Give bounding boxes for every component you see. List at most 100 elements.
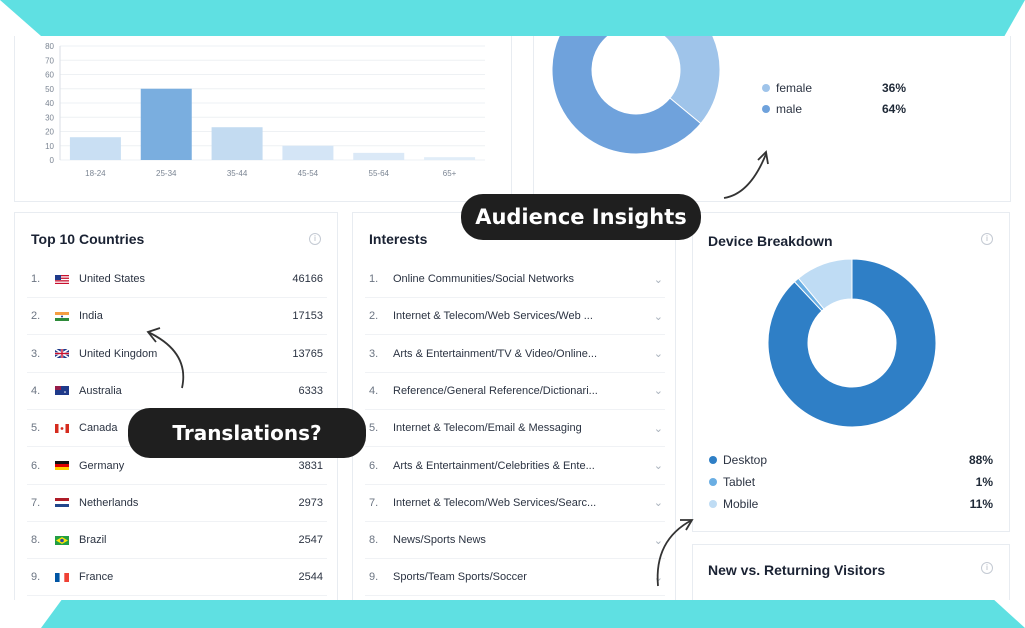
country-name: India <box>79 310 103 323</box>
bar-55-64[interactable] <box>353 152 405 160</box>
bar-35-44[interactable] <box>211 127 263 160</box>
chevron-down-icon[interactable]: ⌄ <box>653 422 663 435</box>
interest-rank: 8. <box>369 534 379 547</box>
info-icon[interactable]: i <box>981 562 993 574</box>
country-row[interactable]: 7. Netherlands 2973 <box>31 485 323 521</box>
mobile-label: Mobile <box>723 497 759 511</box>
y-tick-label: 30 <box>45 113 54 122</box>
chevron-down-icon[interactable]: ⌄ <box>653 310 663 323</box>
country-value: 46166 <box>292 273 323 285</box>
country-row[interactable]: 9. France 2544 <box>31 559 323 595</box>
bar-18-24[interactable] <box>69 137 121 160</box>
chevron-down-icon[interactable]: ⌄ <box>653 273 663 286</box>
audience-insights-callout: Audience Insights <box>461 194 701 240</box>
bottom-banner <box>41 600 1025 628</box>
bar-65+[interactable] <box>424 157 476 160</box>
chevron-down-icon[interactable]: ⌄ <box>653 460 663 472</box>
interest-name: Reference/General Reference/Dictionari..… <box>393 384 598 397</box>
tablet-value: 1% <box>975 475 993 489</box>
device-title: Device Breakdown <box>708 233 833 249</box>
translations-callout: Translations? <box>128 408 366 458</box>
row-divider <box>365 595 665 597</box>
mobile-value: 11% <box>969 497 993 511</box>
interest-name: Arts & Entertainment/Celebrities & Ente.… <box>393 459 595 472</box>
y-tick-label: 10 <box>45 142 54 151</box>
interest-row[interactable]: 5. Internet & Telecom/Email & Messaging ⌄ <box>369 410 663 446</box>
germany-flag-icon <box>55 461 69 470</box>
interest-rank: 4. <box>369 384 379 397</box>
bar-45-54[interactable] <box>282 145 334 160</box>
country-name: Germany <box>79 459 125 472</box>
info-icon[interactable]: i <box>981 233 993 245</box>
row-divider <box>27 520 327 522</box>
age-chart-card: 80 70 60 50 40 30 20 10 0 18-24 25-34 35-44 45-54 55-… <box>14 36 512 202</box>
mobile-dot <box>709 500 717 508</box>
x-tick-label: 45-54 <box>298 169 319 178</box>
tablet-dot <box>709 478 717 486</box>
interest-rank: 9. <box>369 571 379 584</box>
info-icon[interactable]: i <box>309 233 321 245</box>
bar-25-34[interactable] <box>140 88 192 160</box>
gender-slice-female[interactable] <box>636 36 721 125</box>
interest-row[interactable]: 7. Internet & Telecom/Web Services/Searc.… <box>369 485 663 521</box>
interest-row[interactable]: 8. News/Sports News ⌄ <box>369 522 663 558</box>
interest-name: Arts & Entertainment/TV & Video/Online..… <box>393 347 598 360</box>
united-kingdom-flag-icon <box>54 348 70 359</box>
chevron-down-icon[interactable]: ⌄ <box>653 534 663 547</box>
country-row[interactable]: 1. United States 46166 <box>31 261 323 297</box>
row-divider <box>27 595 327 597</box>
device-slice-mobile[interactable] <box>797 259 853 310</box>
interest-name: News/Sports News <box>393 534 486 547</box>
row-divider <box>27 371 327 373</box>
interest-name: Internet & Telecom/Email & Messaging <box>393 422 582 435</box>
device-breakdown-card: Device Breakdown i Desktop 88% Tablet 1%… <box>692 212 1010 532</box>
row-divider <box>365 297 665 298</box>
interest-row[interactable]: 3. Arts & Entertainment/TV & Video/Online… <box>369 336 663 372</box>
interests-card: Interests 1. Online Communities/Social Ne… <box>352 212 676 600</box>
female-value: 36% <box>881 81 906 95</box>
y-tick-label: 50 <box>45 85 54 94</box>
interest-rank: 3. <box>369 347 379 360</box>
chevron-down-icon[interactable]: ⌄ <box>653 385 663 398</box>
country-rank: 6. <box>31 459 41 472</box>
device-donut-chart <box>767 259 937 428</box>
interest-name: Online Communities/Social Networks <box>393 273 574 285</box>
country-name: United States <box>79 273 146 285</box>
country-value: 17153 <box>292 310 323 323</box>
y-tick-label: 20 <box>45 128 54 137</box>
y-tick-label: 40 <box>45 99 54 108</box>
gender-slice-male[interactable] <box>551 36 702 155</box>
interest-row[interactable]: 6. Arts & Entertainment/Celebrities & Ent… <box>369 448 663 484</box>
row-divider <box>27 483 327 485</box>
new-vs-returning-card: New vs. Returning Visitors i <box>692 544 1010 600</box>
x-tick-label: 55-64 <box>369 169 390 178</box>
row-divider <box>27 558 327 560</box>
interests-title: Interests <box>369 231 428 247</box>
country-row[interactable]: 6. Germany 3831 <box>31 448 323 484</box>
country-name: Netherlands <box>79 496 139 509</box>
chevron-down-icon[interactable]: ⌄ <box>653 497 663 510</box>
device-legend-mobile: Mobile <box>709 497 758 511</box>
country-rank: 5. <box>31 422 41 435</box>
male-dot <box>762 105 770 113</box>
interest-rank: 6. <box>369 459 379 472</box>
interest-name: Internet & Telecom/Web Services/Web ... <box>393 310 593 323</box>
country-name: Brazil <box>79 534 107 547</box>
interest-row[interactable]: 1. Online Communities/Social Networks ⌄ <box>369 261 663 297</box>
interest-row[interactable]: 4. Reference/General Reference/Dictionari… <box>369 373 663 409</box>
country-row[interactable]: 2. India 17153 <box>31 298 323 334</box>
country-row[interactable]: 4. Australia 6333 <box>31 373 323 409</box>
country-rank: 7. <box>31 496 41 509</box>
top-countries-card: Top 10 Countries i 1. United States 46166 2… <box>14 212 338 600</box>
country-rank: 4. <box>31 384 41 397</box>
canada-flag-icon <box>55 423 69 433</box>
female-dot <box>762 84 770 92</box>
gender-donut-chart <box>551 36 721 155</box>
brazil-flag-icon <box>55 535 69 545</box>
device-slice-desktop[interactable] <box>767 259 937 428</box>
country-row[interactable]: 3. United Kingdom 13765 <box>31 336 323 372</box>
interest-row[interactable]: 9. Sports/Team Sports/Soccer ⌄ <box>369 559 663 595</box>
country-row[interactable]: 8. Brazil 2547 <box>31 522 323 558</box>
chevron-down-icon[interactable]: ⌄ <box>653 348 663 361</box>
interest-row[interactable]: 2. Internet & Telecom/Web Services/Web ..… <box>369 298 663 334</box>
